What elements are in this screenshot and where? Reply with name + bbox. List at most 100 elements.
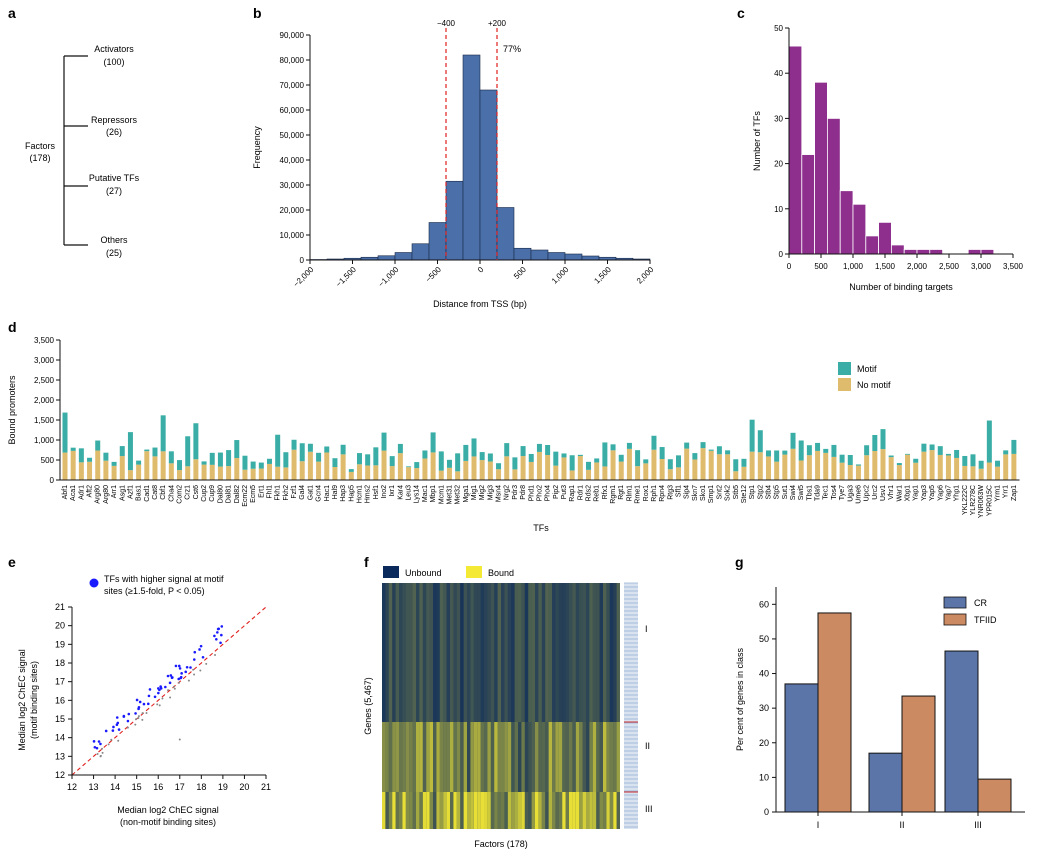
heatmap-column: [535, 722, 539, 792]
nomotif-bar: [1003, 454, 1009, 480]
heatmap-column: [463, 583, 467, 722]
heatmap-column: [586, 583, 590, 722]
b-x-tick-label: 0: [476, 265, 486, 275]
heatmap-column: [470, 792, 474, 829]
e-point: [172, 685, 175, 688]
heatmap-column: [382, 722, 386, 792]
heatmap-column: [419, 583, 423, 722]
heatmap-column: [501, 583, 505, 722]
nomotif-bar: [381, 450, 387, 480]
motif-bar: [275, 434, 281, 467]
heatmap-column: [558, 722, 563, 792]
motif-bar: [348, 469, 354, 472]
motif-bar: [299, 443, 305, 462]
d-legend-nomotif-label: No motif: [857, 380, 891, 390]
heatmap-column: [569, 722, 573, 792]
e-y-tick-label: 14: [55, 733, 65, 743]
e-legend-line1: TFs with higher signal at motif: [104, 574, 224, 584]
nomotif-bar: [782, 454, 788, 480]
motif-bar: [406, 466, 412, 468]
nomotif-bar: [995, 466, 1001, 480]
motif-bar: [945, 453, 951, 456]
e-highlight-point: [199, 644, 203, 648]
heatmap-column: [541, 722, 546, 792]
c-x-tick-label: 0: [787, 262, 792, 271]
e-highlight-point: [215, 637, 218, 641]
f-class-label: I: [645, 624, 648, 634]
d-tf-label: Arg80: [103, 485, 110, 504]
motif-bar: [643, 459, 649, 464]
heatmap-column: [392, 792, 396, 829]
e-point: [158, 704, 161, 707]
heatmap-column: [426, 792, 430, 829]
nomotif-bar: [438, 470, 444, 480]
d-x-axis-title: TFs: [533, 523, 549, 533]
motif-bar: [70, 447, 76, 451]
g-y-tick-label: 50: [759, 634, 769, 644]
d-tf-label: Hap5: [348, 485, 355, 502]
nomotif-bar: [496, 469, 502, 480]
heatmap-column: [596, 792, 600, 829]
heatmap-column: [402, 583, 406, 722]
motif-bar: [152, 447, 158, 457]
d-tf-label: Tec1: [823, 485, 830, 500]
c-y-tick-label: 50: [774, 24, 783, 33]
d-tf-label: Stb5: [733, 485, 740, 500]
b-y-tick-label: 20,000: [280, 206, 305, 215]
motif-bar: [986, 420, 992, 463]
g-category-label: I: [817, 820, 820, 830]
heatmap-column: [524, 722, 529, 792]
heatmap-column: [555, 583, 559, 722]
d-tf-label: Aca1: [70, 485, 77, 501]
b-y-tick-label: 80,000: [280, 56, 305, 65]
heatmap-column: [575, 722, 580, 792]
b-x-tick-label: −500: [424, 265, 443, 284]
nomotif-bar: [87, 461, 93, 480]
heatmap-column: [524, 792, 529, 829]
tss-histogram-bar: [547, 252, 566, 261]
nomotif-bar: [880, 449, 886, 480]
motif-bar: [569, 455, 575, 471]
e-highlight-point: [104, 729, 108, 733]
d-tf-label: Hac1: [324, 485, 331, 501]
scatter-chec-signal: 12 13 14 15 16 17 18 19 20 21 12 13 14 15 16 17 18 19 20 21…: [17, 574, 271, 827]
d-tf-label: Yap6: [937, 485, 944, 501]
nomotif-bar: [913, 462, 919, 480]
c-y-tick-label: 0: [779, 250, 784, 259]
nomotif-bar: [136, 464, 142, 480]
motif-bar: [340, 444, 346, 455]
heatmap-column: [443, 792, 447, 829]
motif-bar: [430, 432, 436, 453]
e-highlight-point: [153, 695, 157, 699]
heatmap-column: [436, 583, 440, 722]
targets-histogram-bar: [878, 221, 892, 255]
tss-histogram-bar: [377, 255, 396, 261]
heatmap-column: [589, 583, 593, 722]
e-highlight-point: [220, 625, 224, 628]
heatmap-column: [555, 792, 559, 829]
heatmap-column: [439, 722, 444, 792]
d-tf-label: Mcm1: [438, 485, 445, 504]
motif-bar: [962, 455, 968, 466]
motif-bar: [332, 458, 338, 467]
nomotif-bar: [528, 461, 534, 480]
heatmap-column: [552, 722, 556, 792]
d-tf-label: Dal81: [226, 485, 233, 503]
heatmap-column: [419, 722, 423, 792]
g-y-tick-label: 60: [759, 599, 769, 609]
d-tf-label: Sok2: [725, 485, 732, 501]
e-legend-marker: [89, 578, 99, 588]
motif-bar: [855, 464, 861, 466]
heatmap-column: [589, 722, 593, 792]
e-point: [167, 689, 170, 692]
d-tf-label: Crz1: [185, 485, 192, 500]
e-highlight-point: [148, 688, 152, 691]
nomotif-bar: [340, 454, 346, 480]
heatmap-column: [545, 792, 549, 829]
heatmap-column: [531, 722, 535, 792]
tss-histogram-bar: [530, 249, 549, 261]
heatmap-column: [426, 583, 430, 722]
motif-bar: [692, 453, 698, 460]
heatmap-column: [477, 583, 481, 722]
nomotif-bar: [618, 461, 624, 480]
